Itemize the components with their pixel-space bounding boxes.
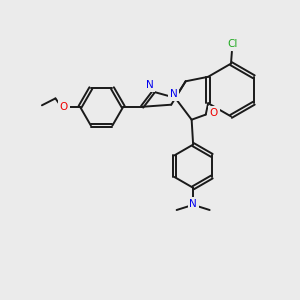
Text: O: O xyxy=(60,102,68,112)
Text: N: N xyxy=(146,80,154,90)
Text: N: N xyxy=(170,89,178,99)
Text: O: O xyxy=(210,108,218,118)
Text: Cl: Cl xyxy=(227,39,238,49)
Text: N: N xyxy=(189,199,197,209)
